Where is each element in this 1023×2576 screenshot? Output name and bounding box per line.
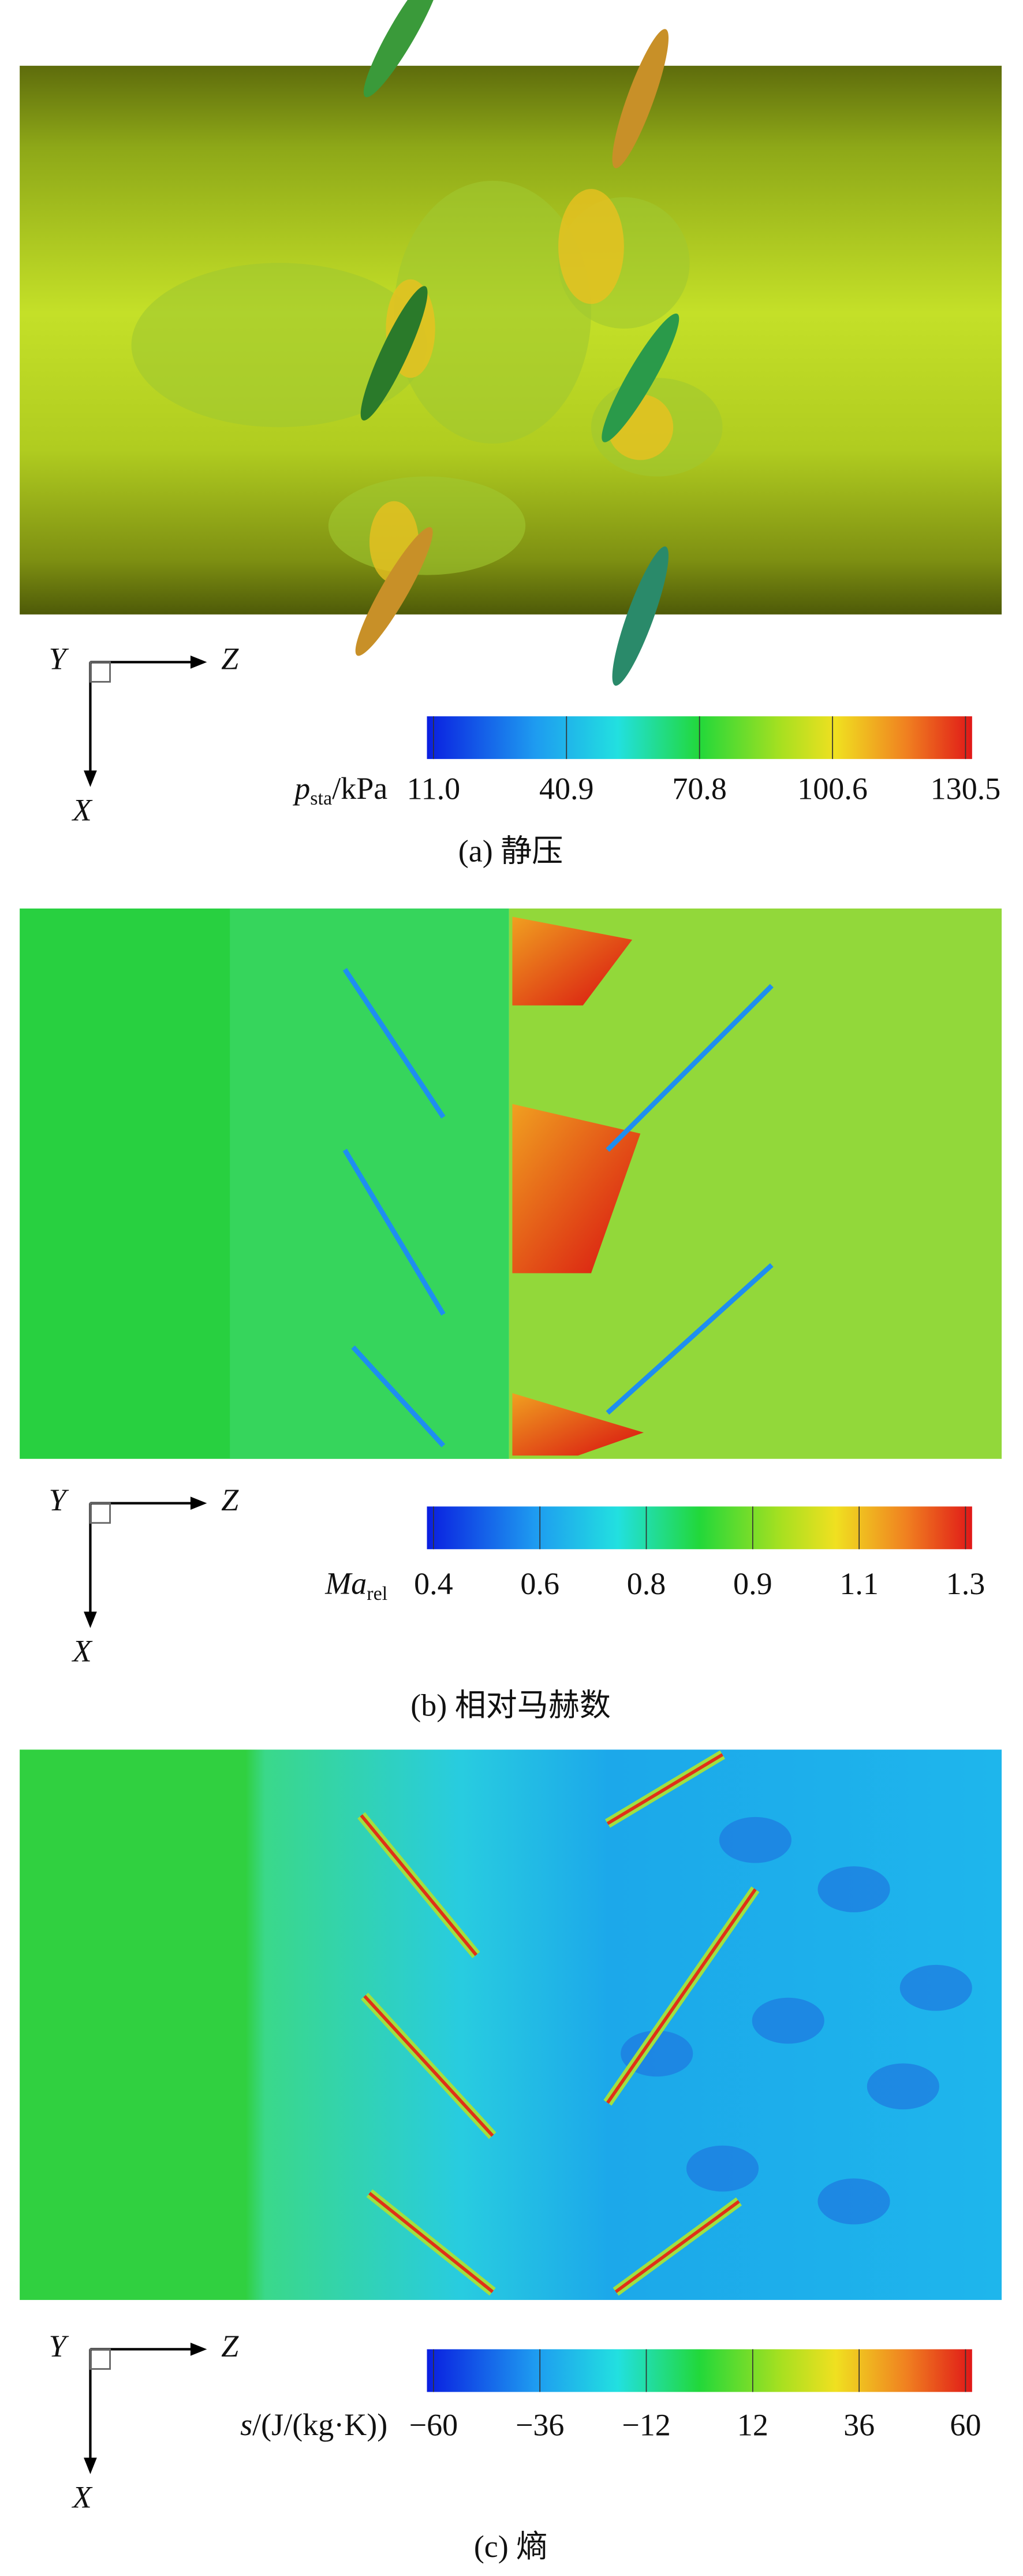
y-axis-mark	[89, 1502, 111, 1524]
label-symbol: s	[240, 2407, 252, 2442]
colorbar-tick-label: 0.6	[520, 1566, 559, 1601]
blade	[363, 0, 441, 98]
colorbar-tick-label: 0.9	[733, 1566, 772, 1601]
blade-edge	[360, 1814, 478, 1956]
pressure-zone	[131, 263, 427, 427]
shock-zone	[512, 917, 633, 1006]
colorbar-tick-label: 40.9	[539, 771, 594, 806]
blade	[355, 527, 433, 656]
label-unit: /kPa	[332, 771, 387, 806]
pressure-peak	[558, 189, 624, 304]
blade-edge	[606, 1263, 774, 1415]
panel: Y Z Xs/(J/(kg·K)) −60 −36 −12 12 36 60 (c) 熵	[20, 1749, 1002, 2564]
arrow-head	[190, 1497, 207, 1510]
label-subscript: sta	[310, 788, 332, 809]
colorbar-tick-label: 1.1	[839, 1566, 879, 1601]
colorbar-tick-label: 12	[737, 2407, 768, 2442]
label-symbol: p	[292, 771, 310, 806]
blade-edge	[342, 1148, 446, 1316]
blade-edge	[614, 2200, 740, 2294]
colorbar-label: s/(J/(kg·K))	[240, 2407, 387, 2442]
blade	[360, 286, 428, 420]
blade-edge	[606, 984, 774, 1152]
entropy-zone	[899, 1964, 972, 2011]
y-axis-mark	[89, 661, 111, 683]
entropy-zone	[752, 1997, 824, 2044]
colorbar-tick-label: 130.5	[931, 771, 1001, 806]
entropy-zone	[719, 1816, 791, 1863]
colorbar-tick-label: −36	[516, 2407, 565, 2442]
arrow-head	[190, 2343, 207, 2356]
colorbar-tick-label: 70.8	[672, 771, 727, 806]
arrow-head	[84, 2458, 97, 2474]
panel: Y Z X Marel 0.4 0.6 0.8 0.9 1.1 1.3 (b) 相对马赫数	[20, 908, 1002, 1723]
axis-z-label: Z	[221, 642, 239, 676]
contour-mid	[230, 908, 509, 1459]
axis-y-label: Y	[49, 642, 69, 676]
arrow-head	[190, 655, 207, 669]
colorbar	[427, 2349, 972, 2392]
blade-edge	[342, 967, 446, 1119]
pressure-zone	[394, 180, 591, 444]
blade	[612, 29, 669, 169]
colorbar-tick-label: 0.8	[627, 1566, 666, 1601]
axis-x-label: X	[72, 792, 93, 827]
arrow-head	[84, 770, 97, 787]
blade-edge	[368, 2191, 494, 2294]
axis-y-label: Y	[49, 1483, 69, 1517]
colorbar-tick-label: −12	[622, 2407, 671, 2442]
blade	[602, 313, 679, 442]
caption: (b) 相对马赫数	[410, 1688, 611, 1723]
blade-edge	[606, 1753, 723, 1825]
label-symbol: Ma	[324, 1566, 367, 1601]
entropy-zone	[686, 2145, 759, 2192]
colorbar	[427, 1506, 972, 1550]
blade-edge	[351, 1345, 446, 1447]
colorbar-tick-label: 60	[950, 2407, 981, 2442]
blade-edge	[606, 1888, 757, 2104]
entropy-zone	[867, 2063, 939, 2110]
axis-x-label: X	[72, 2480, 93, 2515]
colorbar-tick-label: 100.6	[797, 771, 868, 806]
colorbar-tick-label: 0.4	[414, 1566, 453, 1601]
shock-zone	[512, 1393, 644, 1456]
entropy-zone	[817, 2178, 890, 2225]
arrow-head	[84, 1611, 97, 1628]
axis-z-label: Z	[221, 2329, 239, 2363]
colorbar-tick-label: 1.3	[946, 1566, 985, 1601]
y-axis-mark	[89, 2348, 111, 2370]
colorbar-tick-label: 36	[843, 2407, 875, 2442]
caption: (a) 静压	[458, 834, 563, 869]
blade-edge	[363, 1994, 494, 2137]
label-unit: /(J/(kg·K))	[252, 2407, 387, 2442]
axis-x-label: X	[72, 1634, 93, 1669]
axis-y-label: Y	[49, 2329, 69, 2363]
pressure-zone	[328, 476, 526, 575]
caption: (c) 熵	[474, 2529, 548, 2564]
colorbar-tick-label: 11.0	[407, 771, 461, 806]
entropy-zone	[817, 1866, 890, 1912]
blade	[612, 546, 669, 686]
colorbar-tick-label: −60	[409, 2407, 458, 2442]
colorbar-label: Marel	[324, 1566, 387, 1605]
label-subscript: rel	[367, 1583, 387, 1605]
axis-z-label: Z	[221, 1483, 239, 1517]
colorbar-label: psta/kPa	[292, 771, 387, 809]
